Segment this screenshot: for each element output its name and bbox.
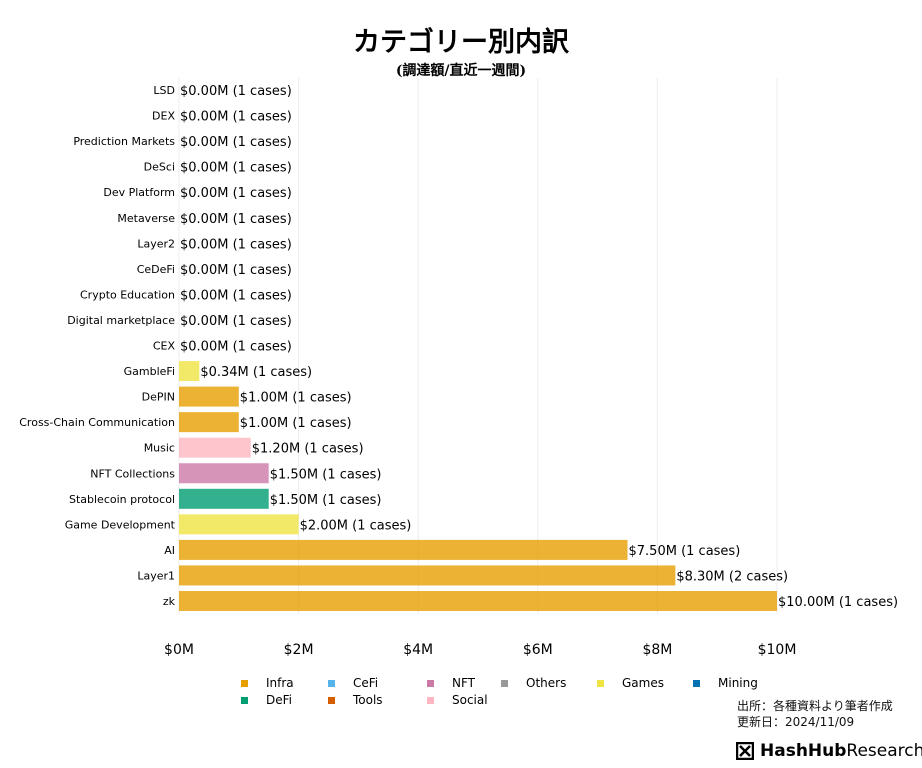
legend-swatch — [241, 696, 248, 704]
data-label: $0.34M (1 cases) — [200, 365, 312, 380]
data-label: $0.00M (1 cases) — [180, 314, 292, 329]
y-tick-label: Layer2 — [137, 237, 175, 250]
legend-label: Games — [622, 676, 664, 690]
bar — [179, 437, 251, 458]
legend-swatch — [597, 679, 604, 687]
data-label: $2.00M (1 cases) — [300, 518, 412, 533]
y-tick-label: Layer1 — [137, 569, 175, 582]
legend-item: Social — [427, 693, 488, 707]
legend-swatch — [501, 679, 508, 687]
brand-bold: HashHub — [760, 741, 847, 761]
y-tick-label: GambleFi — [124, 365, 175, 378]
bar — [179, 412, 239, 433]
data-label: $1.20M (1 cases) — [252, 442, 364, 457]
y-tick-label: Prediction Markets — [73, 135, 175, 148]
legend-item: NFT — [427, 676, 475, 690]
legend-item: Games — [597, 676, 664, 690]
x-tick-label: $6M — [523, 642, 553, 658]
data-label: $0.00M (1 cases) — [180, 84, 292, 99]
legend-swatch — [693, 679, 700, 687]
bar — [179, 463, 269, 484]
source-note: 出所：各種資料より筆者作成 — [737, 699, 893, 713]
legend-label: NFT — [452, 676, 475, 690]
data-label: $1.00M (1 cases) — [240, 391, 352, 406]
y-tick-label: CEX — [153, 340, 176, 353]
legend-swatch — [328, 696, 335, 704]
data-label: $0.00M (1 cases) — [180, 340, 292, 355]
x-tick-label: $8M — [642, 642, 672, 658]
x-tick-label: $0M — [164, 642, 194, 658]
y-tick-label: Stablecoin protocol — [69, 493, 175, 506]
bar — [179, 565, 676, 586]
y-tick-label: CeDeFi — [137, 263, 175, 276]
legend-swatch — [328, 679, 335, 687]
bar — [179, 539, 628, 560]
legend-label: DeFi — [266, 693, 292, 707]
legend-item: DeFi — [241, 693, 292, 707]
bar — [179, 361, 200, 382]
y-tick-label: Crypto Education — [80, 288, 175, 301]
y-tick-label: Dev Platform — [103, 186, 175, 199]
data-label: $0.00M (1 cases) — [180, 135, 292, 150]
y-tick-label: NFT Collections — [90, 467, 175, 480]
data-label: $1.00M (1 cases) — [240, 416, 352, 431]
data-label: $0.00M (1 cases) — [180, 212, 292, 227]
y-tick-label: DEX — [152, 110, 175, 123]
y-tick-label: zk — [163, 595, 176, 608]
y-tick-label: Music — [144, 442, 175, 455]
brand-light: Research — [846, 741, 922, 761]
footer-notes: 出所：各種資料より筆者作成 更新日：2024/11/09 — [737, 698, 893, 730]
bar — [179, 591, 777, 611]
y-tick-label: AI — [164, 544, 175, 557]
data-label: $0.00M (1 cases) — [180, 263, 292, 278]
data-label: $1.50M (1 cases) — [270, 493, 382, 508]
legend-item: Tools — [328, 693, 383, 707]
legend-item: Others — [501, 676, 566, 690]
legend-label: CeFi — [353, 676, 379, 690]
updated-note: 更新日：2024/11/09 — [737, 715, 855, 729]
data-label: $0.00M (1 cases) — [180, 288, 292, 303]
data-label: $8.30M (2 cases) — [676, 569, 788, 584]
brand-logo: HashHub Research — [736, 741, 922, 761]
legend-label: Others — [526, 676, 567, 690]
data-label: $10.00M (1 cases) — [778, 595, 898, 610]
legend-label: Social — [452, 693, 488, 707]
data-label: $0.00M (1 cases) — [180, 186, 292, 201]
data-label: $7.50M (1 cases) — [629, 544, 741, 559]
legend-item: CeFi — [328, 676, 378, 690]
legend-label: Mining — [718, 676, 758, 690]
legend-swatch — [241, 679, 248, 687]
y-tick-label: DePIN — [142, 391, 175, 404]
bar — [179, 386, 239, 407]
y-tick-label: DeSci — [144, 161, 175, 174]
legend-item: Mining — [693, 676, 758, 690]
x-tick-label: $4M — [403, 642, 433, 658]
hashhub-logo-icon — [736, 742, 754, 760]
legend-label: Tools — [353, 693, 383, 707]
bar — [179, 488, 269, 509]
chart-title: カテゴリー別内訳 — [353, 27, 569, 58]
y-tick-label: LSD — [153, 84, 175, 97]
legend-swatch — [427, 696, 434, 704]
x-tick-label: $10M — [758, 642, 797, 658]
x-tick-label: $2M — [284, 642, 314, 658]
legend-swatch — [427, 679, 434, 687]
y-tick-label: Game Development — [65, 518, 176, 531]
y-tick-label: Cross-Chain Communication — [19, 416, 175, 429]
y-tick-label: Metaverse — [117, 212, 175, 225]
legend-item: Infra — [241, 676, 294, 690]
bar — [179, 514, 299, 535]
y-tick-label: Digital marketplace — [67, 314, 175, 327]
data-label: $1.50M (1 cases) — [270, 467, 382, 482]
chart-subtitle: (調達額/直近一週間) — [395, 63, 527, 79]
data-label: $0.00M (1 cases) — [180, 110, 292, 125]
data-label: $0.00M (1 cases) — [180, 161, 292, 176]
data-label: $0.00M (1 cases) — [180, 237, 292, 252]
legend-label: Infra — [266, 676, 294, 690]
